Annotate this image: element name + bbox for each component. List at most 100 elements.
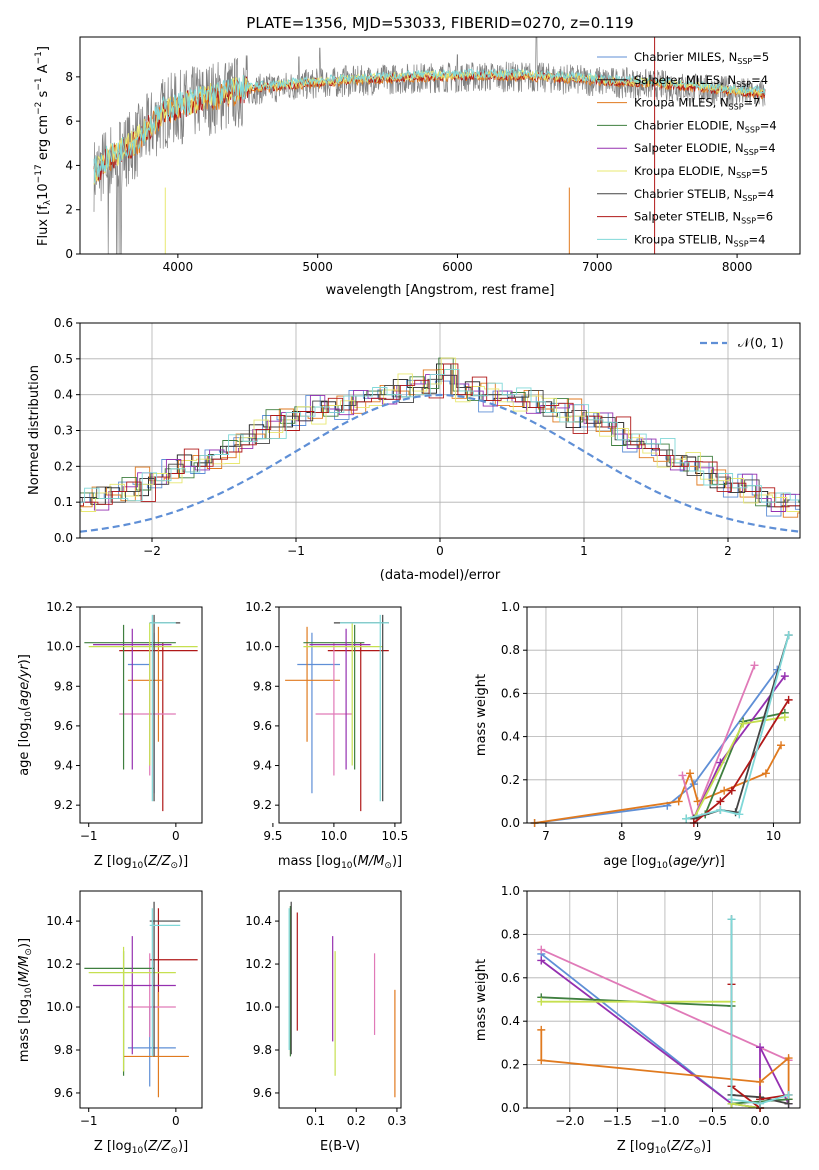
x-tick-label: 1 (580, 544, 588, 558)
mass-weight-marker (727, 915, 736, 924)
plot-area (530, 631, 793, 827)
x-tick-label: 10 (766, 829, 781, 843)
x-tick-label: 0.3 (387, 1114, 406, 1128)
legend-value: =6 (756, 210, 773, 224)
mass-weight-marker (756, 1043, 765, 1052)
legend-value: =5 (752, 50, 769, 64)
y-tick-label: 2 (65, 203, 73, 217)
y-tick-label: 9.4 (54, 759, 73, 773)
spectrum-ylabel: Flux [fλ10−17 erg cm−2 s−1 A−1] (34, 46, 53, 246)
x-tick-label: 2 (724, 544, 732, 558)
mw-z-xlabel: Z [log10(Z/Z⊙)] (617, 1139, 711, 1156)
mass-weight-marker (674, 797, 683, 806)
y-tick-label: 0.4 (501, 730, 520, 744)
axes: 0.1 0.2 0.3 9.6 9.8 10.0 10.2 10.4 (245, 914, 406, 1128)
legend-label: 𝒩(0, 1) (738, 335, 784, 350)
axes: 9.5 10.0 10.5 9.2 9.4 9.6 9.8 10.0 10.2 (245, 600, 408, 843)
x-tick-label: 0 (172, 829, 180, 843)
mass-weight-line (693, 716, 785, 820)
mass-weight-marker (678, 771, 687, 780)
legend-label: Chabrier MILES, NSSP=5 (634, 50, 769, 66)
observed-spectrum (93, 37, 766, 254)
legend: Chabrier MILES, NSSP=5 Salpeter MILES, NS… (597, 50, 777, 248)
legend-label: Kroupa STELIB, NSSP=4 (634, 232, 765, 248)
plot-area (84, 614, 198, 812)
legend: 𝒩(0, 1) (700, 335, 784, 350)
mass-weight-marker (537, 997, 546, 1006)
spectrum-xlabel: wavelength [Angstrom, rest frame] (326, 283, 555, 298)
mass-weight-marker (682, 814, 691, 823)
y-tick-label: 9.8 (54, 679, 73, 693)
mw-age-xlabel: age [log10(age/yr)] (603, 854, 725, 871)
mass-weight-line (534, 669, 779, 824)
legend-value: =4 (759, 141, 776, 155)
x-tick-label: 8 (618, 829, 626, 843)
mass-weight-marker (716, 806, 725, 815)
legend-value: =5 (751, 164, 768, 178)
axes: −1 0 9.2 9.4 9.6 9.8 10.0 10.2 (46, 600, 179, 843)
mass-weight-marker (756, 1099, 765, 1108)
x-tick-label: −1.5 (603, 1114, 632, 1128)
x-tick-label: −1 (80, 1114, 98, 1128)
histogram-ke (80, 357, 800, 512)
histogram-cm (80, 379, 800, 517)
y-tick-label: 9.6 (253, 719, 272, 733)
legend-subscript: SSP (736, 80, 751, 89)
legend-value: =7 (744, 96, 761, 110)
plot-area (80, 357, 800, 533)
y-tick-label: 9.6 (253, 1086, 272, 1100)
mass-weight-marker (761, 769, 770, 778)
axes-frame (79, 890, 203, 1109)
mass-weight-marker (716, 797, 725, 806)
y-tick-label: 10.2 (46, 957, 73, 971)
mass-weight-marker (784, 695, 793, 704)
mass-weight-vs-age-panel: 7 8 9 10 0.0 0.2 0.4 0.6 0.8 1.0 (501, 600, 801, 843)
y-tick-label: 4 (65, 158, 73, 172)
y-tick-label: 10.0 (46, 1000, 73, 1014)
axes: 4000 5000 6000 7000 8000 0 2 4 6 8 (65, 70, 752, 274)
mass-weight-marker (784, 631, 793, 640)
y-tick-label: 0 (65, 247, 73, 261)
y-tick-label: 1.0 (501, 884, 520, 898)
axes: −1 0 9.6 9.8 10.0 10.2 10.4 (46, 914, 179, 1128)
model-spectrum-ks (93, 68, 766, 183)
y-tick-label: 0.2 (501, 773, 520, 787)
mw-age-ylabel: mass weight (474, 674, 489, 756)
y-tick-label: 0.5 (54, 352, 73, 366)
age-vs-mass-panel: 9.5 10.0 10.5 9.2 9.4 9.6 9.8 10.0 10.2 (245, 600, 408, 843)
x-tick-label: 9 (694, 829, 702, 843)
y-tick-label: 10.2 (245, 600, 272, 614)
y-tick-label: 8 (65, 70, 73, 84)
x-tick-label: 7 (542, 829, 550, 843)
mass-weight-marker (537, 956, 546, 965)
x-tick-label: 9.5 (263, 829, 282, 843)
x-tick-label: −1 (287, 544, 305, 558)
axes-frame (278, 890, 402, 1109)
x-tick-label: −2.0 (555, 1114, 584, 1128)
residual-ylabel: Normed distribution (27, 365, 42, 495)
legend-subscript: SSP (744, 148, 759, 157)
mass-weight-marker (784, 1090, 793, 1099)
mass-ebv-xlabel: E(B-V) (320, 1139, 360, 1154)
plot-area (93, 37, 766, 254)
x-tick-label: −0.5 (698, 1114, 727, 1128)
y-tick-label: 0.3 (54, 424, 73, 438)
age-z-ylabel: age [log10(age/yr)] (17, 654, 34, 776)
age-mass-xlabel: mass [log10(M/M⊙)] (278, 854, 402, 871)
y-tick-label: 9.6 (54, 1086, 73, 1100)
y-tick-label: 0.4 (54, 388, 73, 402)
y-tick-label: 9.2 (54, 798, 73, 812)
mass-weight-marker (780, 672, 789, 681)
y-tick-label: 9.2 (253, 798, 272, 812)
mass-weight-line (693, 699, 790, 824)
age-vs-z-panel: −1 0 9.2 9.4 9.6 9.8 10.0 10.2 (46, 600, 203, 843)
mass-weight-vs-z-panel: −2.0 −1.5 −1.0 −0.5 0.0 0.0 0.2 0.4 0.6 0.8 1.0 (501, 884, 801, 1128)
y-tick-label: 10.2 (46, 600, 73, 614)
axes-frame (526, 890, 801, 1109)
y-tick-label: 0.8 (501, 927, 520, 941)
x-tick-label: −2 (143, 544, 161, 558)
histogram-sm (80, 363, 800, 508)
legend-label: Salpeter STELIB, NSSP=6 (634, 210, 773, 226)
x-tick-label: 10.0 (321, 829, 348, 843)
y-tick-label: 0.6 (54, 316, 73, 330)
